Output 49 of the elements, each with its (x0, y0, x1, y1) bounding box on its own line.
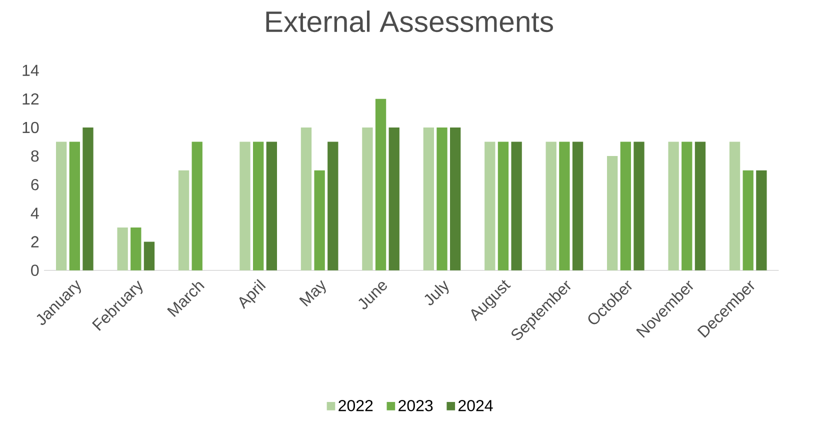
y-tick-label: 8 (31, 150, 39, 162)
bar (82, 127, 94, 270)
bar (266, 142, 278, 270)
y-tick-label: 10 (22, 122, 39, 134)
legend-label: 2022 (338, 400, 373, 412)
y-tick-label: 4 (30, 208, 39, 219)
y-tick-label: 2 (31, 236, 39, 248)
bar (729, 142, 740, 270)
bar (607, 156, 618, 270)
y-tick-label: 6 (31, 178, 39, 190)
bar (668, 142, 679, 270)
bar (682, 142, 692, 270)
bar (388, 127, 400, 270)
bar (694, 142, 706, 270)
bar (253, 142, 264, 270)
bar (178, 170, 190, 270)
bar (117, 227, 128, 270)
bar (634, 142, 644, 270)
bar (620, 142, 632, 270)
bar (572, 142, 584, 270)
bar (498, 142, 509, 270)
chart-title: External Assessments (266, 10, 553, 32)
legend-label: 2023 (398, 400, 433, 412)
bar (328, 142, 338, 270)
x-tick-label: May (299, 280, 326, 307)
bar (240, 142, 250, 270)
bar (511, 142, 522, 270)
bar (314, 170, 325, 270)
bar (69, 142, 80, 270)
y-tick-label: 0 (31, 264, 39, 276)
bar (559, 142, 570, 270)
bar (436, 127, 448, 270)
bar (546, 142, 556, 270)
bar (192, 142, 202, 270)
bar (756, 170, 767, 270)
legend-label: 2024 (458, 400, 493, 412)
y-tick-label: 12 (22, 93, 39, 104)
bar (742, 170, 754, 270)
bar (56, 142, 67, 270)
bar (423, 127, 434, 270)
bar (130, 227, 142, 270)
bar (375, 98, 386, 270)
x-tick-label: July (424, 280, 449, 306)
bar (450, 127, 461, 270)
bar (144, 242, 155, 270)
bar (362, 127, 373, 270)
bar (484, 142, 496, 270)
bar (300, 127, 312, 270)
y-tick-label: 14 (22, 64, 39, 76)
